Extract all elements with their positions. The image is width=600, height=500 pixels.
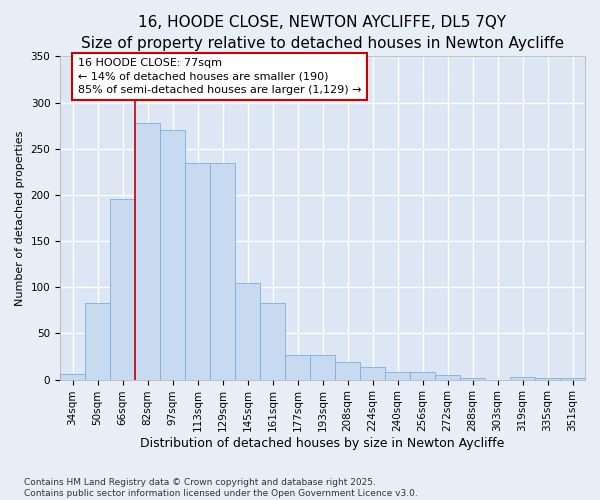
Bar (335, 362, 360, 380)
Y-axis label: Number of detached properties: Number of detached properties (15, 130, 25, 306)
Bar (235, 282, 260, 380)
Bar (85, 303, 110, 380)
X-axis label: Distribution of detached houses by size in Newton Aycliffe: Distribution of detached houses by size … (140, 437, 505, 450)
Bar (385, 372, 410, 380)
Text: 16 HOODE CLOSE: 77sqm
← 14% of detached houses are smaller (190)
85% of semi-det: 16 HOODE CLOSE: 77sqm ← 14% of detached … (77, 58, 361, 94)
Bar (60, 374, 85, 380)
Bar (435, 375, 460, 380)
Bar (110, 198, 135, 380)
Text: Contains HM Land Registry data © Crown copyright and database right 2025.
Contai: Contains HM Land Registry data © Crown c… (24, 478, 418, 498)
Bar (185, 162, 210, 380)
Bar (510, 377, 535, 380)
Bar (285, 354, 310, 380)
Bar (360, 366, 385, 380)
Bar (310, 354, 335, 380)
Bar (560, 378, 585, 380)
Bar (410, 372, 435, 380)
Bar (160, 130, 185, 380)
Bar (210, 162, 235, 380)
Bar (135, 123, 160, 380)
Bar (535, 378, 560, 380)
Bar (460, 378, 485, 380)
Title: 16, HOODE CLOSE, NEWTON AYCLIFFE, DL5 7QY
Size of property relative to detached : 16, HOODE CLOSE, NEWTON AYCLIFFE, DL5 7Q… (81, 15, 564, 51)
Bar (260, 303, 285, 380)
